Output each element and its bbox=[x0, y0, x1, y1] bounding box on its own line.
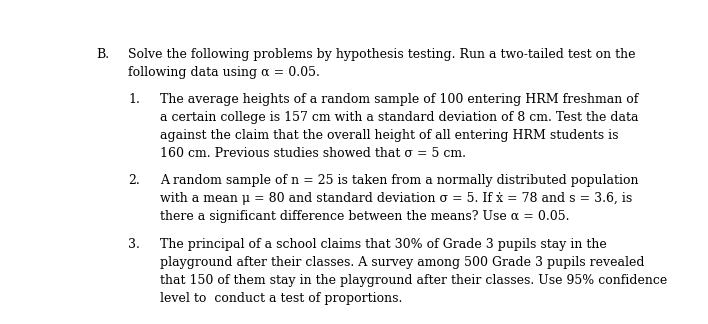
Text: level to  conduct a test of proportions.: level to conduct a test of proportions. bbox=[160, 292, 402, 305]
Text: The principal of a school claims that 30% of Grade 3 pupils stay in the: The principal of a school claims that 30… bbox=[160, 238, 607, 251]
Text: playground after their classes. A survey among 500 Grade 3 pupils revealed: playground after their classes. A survey… bbox=[160, 256, 644, 269]
Text: 3.: 3. bbox=[128, 238, 140, 251]
Text: The average heights of a random sample of 100 entering HRM freshman of: The average heights of a random sample o… bbox=[160, 93, 638, 106]
Text: 1.: 1. bbox=[128, 93, 140, 106]
Text: 160 cm. Previous studies showed that σ = 5 cm.: 160 cm. Previous studies showed that σ =… bbox=[160, 147, 466, 160]
Text: Solve the following problems by hypothesis testing. Run a two-tailed test on the: Solve the following problems by hypothes… bbox=[128, 48, 636, 61]
Text: following data using α = 0.05.: following data using α = 0.05. bbox=[128, 65, 320, 79]
Text: with a mean μ = 80 and standard deviation σ = 5. If ẋ = 78 and s = 3.6, is: with a mean μ = 80 and standard deviatio… bbox=[160, 192, 632, 205]
Text: B.: B. bbox=[96, 48, 109, 61]
Text: 2.: 2. bbox=[128, 174, 139, 187]
Text: A random sample of n = 25 is taken from a normally distributed population: A random sample of n = 25 is taken from … bbox=[160, 174, 639, 187]
Text: a certain college is 157 cm with a standard deviation of 8 cm. Test the data: a certain college is 157 cm with a stand… bbox=[160, 111, 639, 124]
Text: there a significant difference between the means? Use α = 0.05.: there a significant difference between t… bbox=[160, 210, 569, 223]
Text: against the claim that the overall height of all entering HRM students is: against the claim that the overall heigh… bbox=[160, 129, 618, 142]
Text: that 150 of them stay in the playground after their classes. Use 95% confidence: that 150 of them stay in the playground … bbox=[160, 274, 667, 287]
